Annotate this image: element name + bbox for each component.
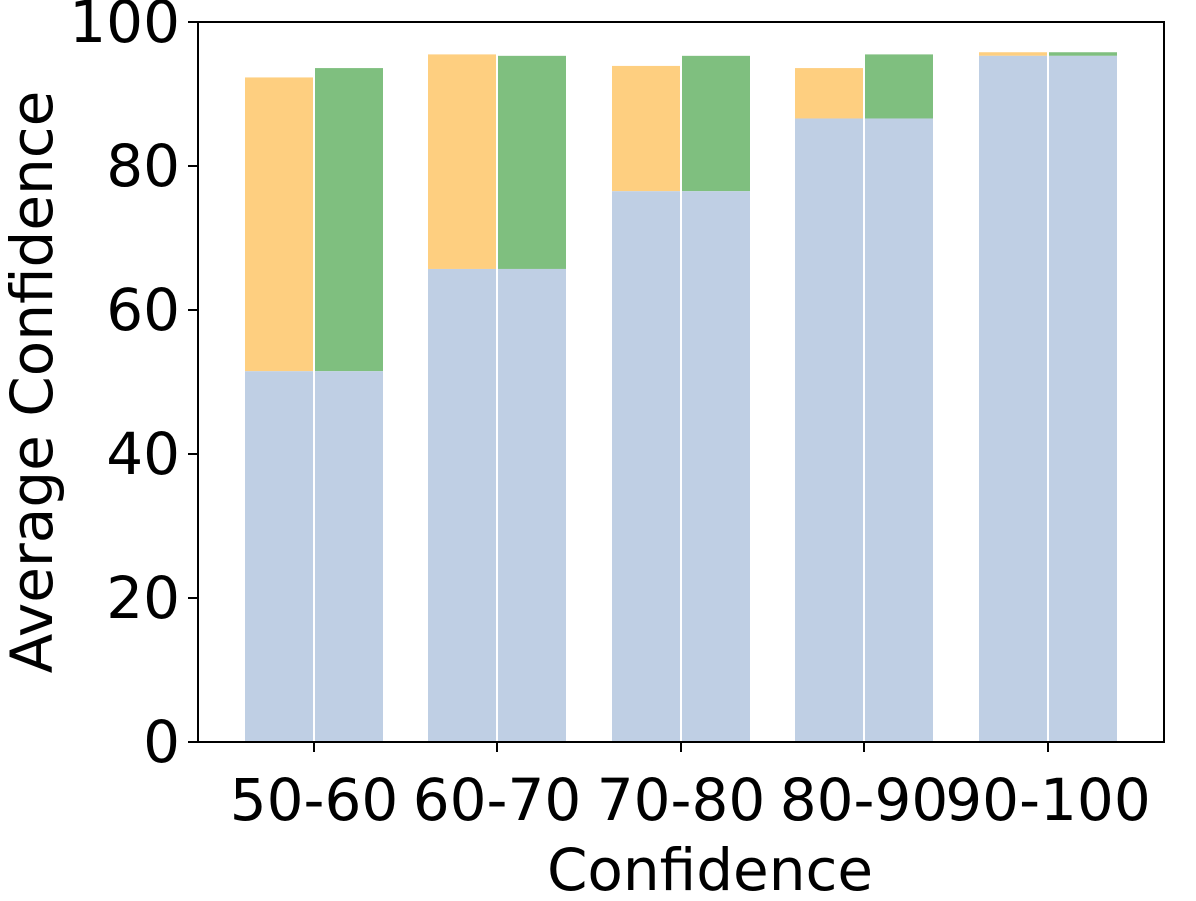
x-tick-label: 80-90 [780, 766, 949, 834]
bar-70-80-series-1-top [612, 65, 680, 192]
bar-90-100-series-1-top [979, 52, 1047, 56]
bar-90-100-series-1-base [979, 55, 1047, 742]
bar-70-80-series-2-top [682, 55, 750, 192]
y-tick-label: 100 [69, 0, 180, 56]
x-axis-title: Confidence [547, 836, 873, 901]
bar-80-90-series-2-base [865, 118, 933, 743]
bar-90-100-series-2-top [1049, 52, 1117, 56]
bar-70-80-series-1-base [612, 191, 680, 742]
bar-60-70-series-2-base [498, 268, 566, 742]
y-tick-label: 0 [143, 708, 180, 776]
bars-group [245, 52, 1117, 743]
y-tick-label: 80 [106, 132, 180, 200]
x-tick-label: 50-60 [230, 766, 399, 834]
x-tick-label: 60-70 [413, 766, 582, 834]
bar-70-80-series-2-base [682, 191, 750, 742]
bar-50-60-series-2-top [315, 68, 383, 372]
y-tick-label: 40 [106, 420, 180, 488]
bar-50-60-series-1-base [245, 371, 313, 742]
bar-50-60-series-1-top [245, 77, 313, 372]
bar-50-60-series-2-base [315, 371, 383, 742]
y-tick-label: 60 [106, 276, 180, 344]
bar-80-90-series-2-top [865, 54, 933, 119]
y-tick-label: 20 [106, 564, 180, 632]
x-tick-label: 90-100 [945, 766, 1150, 834]
x-tick-label: 70-80 [597, 766, 766, 834]
bar-60-70-series-1-base [428, 268, 496, 742]
bar-90-100-series-2-base [1049, 55, 1117, 742]
bar-60-70-series-1-top [428, 54, 496, 269]
bar-80-90-series-1-base [795, 118, 863, 743]
bar-80-90-series-1-top [795, 68, 863, 119]
bar-60-70-series-2-top [498, 55, 566, 269]
y-axis-title: Average Confidence [0, 91, 66, 674]
y-axis: 0 20 40 60 80 100 [69, 0, 198, 776]
